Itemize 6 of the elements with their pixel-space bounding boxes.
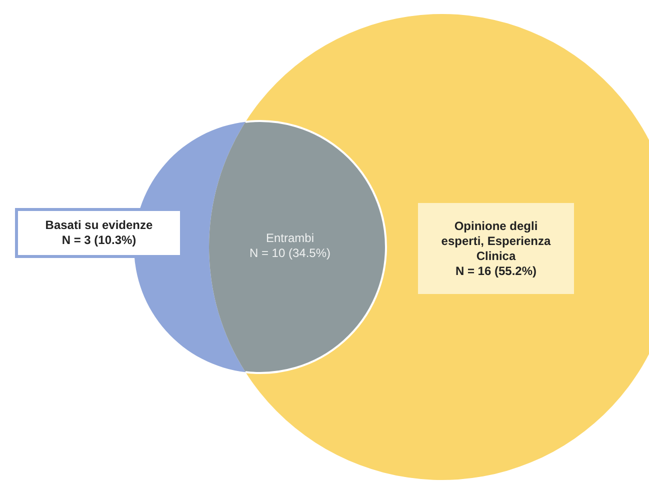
data-label: N = 3 (10.3%)	[62, 233, 136, 248]
data-label: N = 10 (34.5%)	[249, 246, 331, 261]
data-label: N = 16 (55.2%)	[455, 264, 537, 278]
category-label: Opinione degli esperti, Esperienza Clinica	[440, 218, 552, 264]
category-label: Entrambi	[266, 231, 314, 246]
category-label: Basati su evidenze	[45, 218, 153, 233]
